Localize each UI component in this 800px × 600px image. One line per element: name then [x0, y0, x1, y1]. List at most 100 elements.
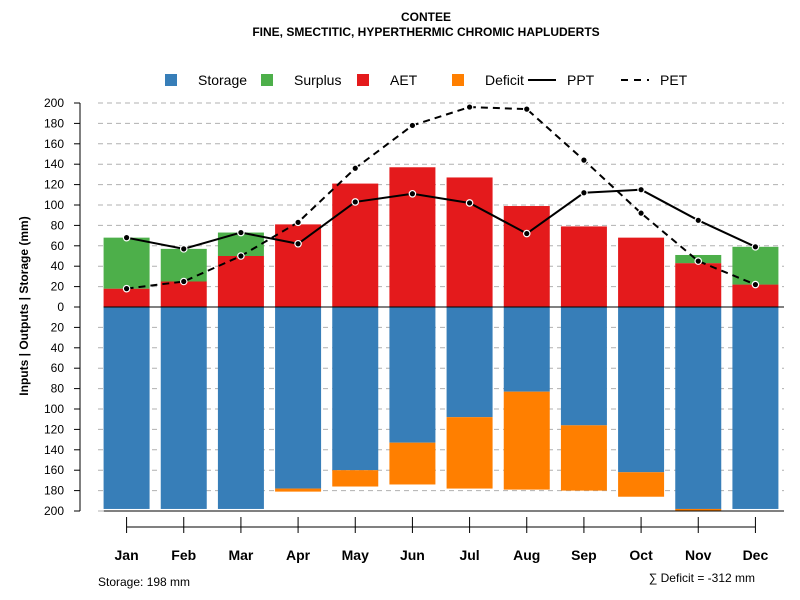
- legend-swatch: [357, 74, 369, 86]
- x-tick-label: Jul: [459, 547, 479, 563]
- y-tick-label: 20: [51, 280, 65, 294]
- bar-aet: [217, 256, 264, 307]
- y-tick-label: 40: [51, 341, 65, 355]
- chart-subtitle: FINE, SMECTITIC, HYPERTHERMIC CHROMIC HA…: [252, 25, 599, 39]
- x-tick-label: Jun: [400, 547, 425, 563]
- x-tick-label: Nov: [685, 547, 712, 563]
- legend-item-storage: Storage: [165, 72, 247, 88]
- ppt-point: [408, 189, 417, 198]
- x-tick-label: Oct: [629, 547, 653, 563]
- bar-deficit: [332, 470, 379, 487]
- y-tick-label: 100: [44, 198, 64, 212]
- ppt-point: [751, 243, 760, 251]
- axes: 0 20 40 60 80 100 120 140 160 180 200 20 40 60 80 100 12…: [44, 96, 769, 563]
- footnote-deficit: ∑ Deficit = -312 mm: [649, 571, 755, 585]
- y-tick-label: 180: [44, 116, 64, 130]
- legend-label: PET: [660, 72, 688, 88]
- bar-storage: [732, 307, 779, 509]
- ppt-point: [179, 245, 188, 253]
- legend-swatch: [261, 74, 273, 86]
- ppt-point: [237, 228, 245, 237]
- bar-storage: [332, 307, 379, 471]
- legend-swatch: [452, 74, 464, 86]
- y-tick-label: 120: [44, 422, 64, 436]
- legend-item-aet: AET: [357, 72, 418, 88]
- bar-aet: [732, 284, 779, 307]
- pet-point: [751, 280, 760, 289]
- ppt-point: [522, 229, 531, 238]
- bar-deficit: [275, 488, 322, 492]
- pet-point: [351, 164, 360, 173]
- x-tick-label: Feb: [171, 547, 196, 563]
- ppt-line: [126, 188, 756, 250]
- x-tick-label: Apr: [286, 547, 311, 563]
- bar-deficit: [618, 472, 665, 497]
- bar-storage: [446, 307, 493, 418]
- pet-point: [408, 121, 417, 130]
- y-tick-label: 80: [51, 382, 65, 396]
- x-tick-label: Aug: [513, 547, 540, 563]
- x-tick-label: Sep: [571, 547, 597, 563]
- bar-storage: [217, 307, 264, 509]
- bar-storage: [675, 307, 722, 509]
- ppt-point: [694, 216, 703, 225]
- pet-point: [237, 252, 245, 260]
- chart-title: CONTEE: [401, 10, 451, 24]
- legend-label: Storage: [198, 72, 247, 88]
- bar-storage: [389, 307, 436, 443]
- pet-point: [694, 257, 703, 265]
- bar-storage: [618, 307, 665, 473]
- y-tick-label: 200: [44, 96, 64, 110]
- legend-item-surplus: Surplus: [261, 72, 341, 88]
- pet-point: [465, 103, 474, 111]
- bar-surplus: [103, 237, 150, 289]
- ppt-point: [294, 239, 302, 248]
- y-tick-label: 200: [44, 504, 64, 518]
- x-tick-label: Dec: [743, 547, 769, 563]
- bar-deficit: [560, 425, 607, 491]
- bar-aet: [160, 281, 207, 307]
- y-tick-label: 80: [51, 218, 65, 232]
- pet-point: [294, 218, 302, 227]
- series-points: [122, 103, 760, 293]
- bar-aet: [275, 224, 322, 307]
- bar-aet: [560, 226, 607, 307]
- bar-aet: [389, 167, 436, 307]
- bar-deficit: [446, 417, 493, 489]
- pet-line: [126, 106, 756, 290]
- bar-storage: [560, 307, 607, 426]
- bar-deficit: [675, 508, 722, 511]
- gridlines: [98, 102, 784, 512]
- y-tick-label: 60: [51, 361, 65, 375]
- bar-storage: [503, 307, 550, 392]
- y-tick-label: 160: [44, 463, 64, 477]
- pet-point: [637, 209, 645, 217]
- pet-point: [179, 277, 188, 286]
- bar-aet: [618, 237, 665, 307]
- legend-label: Deficit: [485, 72, 524, 88]
- bars: [103, 167, 784, 512]
- x-tick-label: May: [342, 547, 369, 563]
- bar-storage: [103, 307, 150, 509]
- x-tick-label: Jan: [115, 547, 139, 563]
- bar-aet: [446, 177, 493, 307]
- legend-swatch: [165, 74, 177, 86]
- y-tick-label: 140: [44, 443, 64, 457]
- x-tick-label: Mar: [228, 547, 253, 563]
- legend: Storage Surplus AET Deficit PPT PET: [165, 72, 688, 88]
- ppt-point: [580, 188, 588, 197]
- y-axis-label: Inputs | Outputs | Storage (mm): [17, 216, 31, 395]
- y-tick-label: 40: [51, 259, 65, 273]
- legend-label: AET: [390, 72, 418, 88]
- legend-item-pet: PET: [621, 72, 688, 88]
- y-tick-label: 140: [44, 157, 64, 171]
- y-tick-label: 60: [51, 239, 65, 253]
- footnote-storage: Storage: 198 mm: [98, 575, 190, 589]
- y-tick-label: 20: [51, 320, 65, 334]
- bar-aet: [675, 263, 722, 307]
- ppt-point: [122, 233, 131, 242]
- legend-item-deficit: Deficit: [452, 72, 524, 88]
- y-tick-label: 0: [57, 300, 64, 314]
- pet-point: [122, 284, 131, 293]
